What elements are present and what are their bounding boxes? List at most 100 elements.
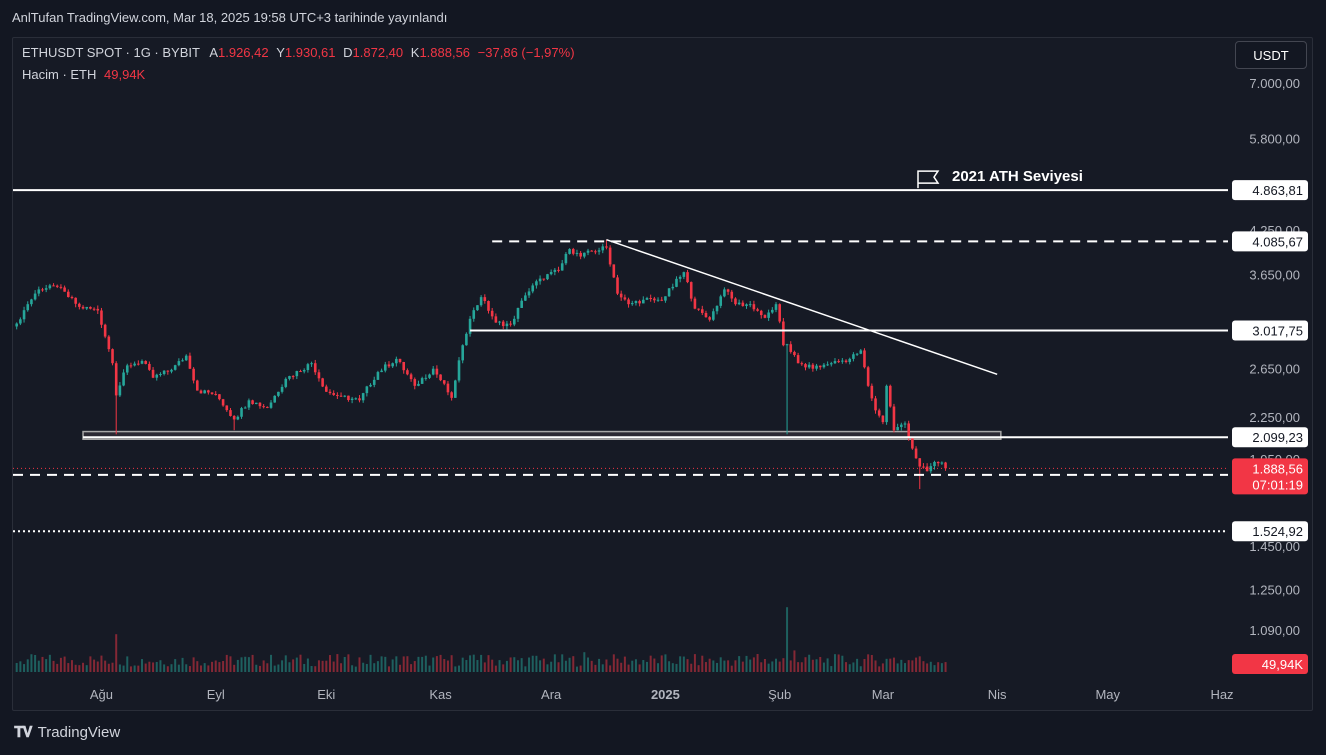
volume-bar [804, 657, 807, 672]
candle-body [634, 301, 638, 304]
candle-body [748, 304, 752, 306]
volume-bar [727, 660, 730, 672]
volume-bar [435, 656, 438, 672]
candle-body [288, 376, 291, 379]
candle-body [339, 395, 343, 397]
candle-body [752, 304, 756, 310]
candle-body [800, 363, 804, 365]
volume-bar [395, 656, 398, 672]
volume-bar [889, 658, 892, 672]
candle-body [848, 358, 852, 363]
ath-annotation[interactable]: 2021 ATH Seviyesi [952, 168, 1083, 185]
volume-value-label-bg [1232, 654, 1308, 674]
candle-body [479, 297, 483, 306]
x-tick-label: Kas [429, 687, 452, 702]
candle-body [841, 360, 844, 362]
volume-bar [391, 659, 394, 672]
y-tick-label: 1.250,00 [1249, 583, 1300, 598]
candle-body [431, 368, 435, 375]
volume-bar [56, 663, 59, 672]
candle-body [336, 394, 339, 396]
candle-body [465, 333, 468, 346]
volume-bar [734, 660, 737, 672]
volume-bar [763, 658, 766, 672]
x-tick-label: Ağu [90, 687, 113, 702]
trendline[interactable] [606, 238, 998, 376]
candle-body [454, 380, 457, 398]
volume-bar [553, 654, 556, 672]
symbol-label[interactable]: ETHUSDT SPOT · 1G · BYBIT [22, 45, 200, 60]
candle-body [122, 372, 125, 386]
close-label: K [410, 45, 420, 60]
volume-bar [34, 655, 37, 672]
candle-body [822, 364, 826, 368]
volume-bar [247, 657, 250, 672]
candle-body [903, 423, 907, 425]
candle-body [940, 462, 944, 464]
candle-body [280, 386, 284, 392]
volume-bar [314, 666, 317, 672]
volume-bar [542, 658, 545, 672]
volume-bar [800, 662, 803, 672]
last-price-label: 1.888,56 [1252, 461, 1303, 476]
candle-body [269, 402, 273, 408]
volume-bar [303, 663, 306, 672]
volume-bar [918, 656, 921, 672]
candle-body [310, 363, 313, 365]
chart-panel[interactable] [12, 37, 1313, 711]
candle-body [325, 386, 328, 392]
volume-bar [929, 661, 932, 672]
candle-body [715, 305, 719, 312]
volume-bar [505, 660, 508, 672]
volume-bar [299, 654, 302, 672]
volume-bar [657, 663, 660, 672]
level-price-label: 4.085,67 [1252, 234, 1303, 249]
volume-bar [277, 664, 280, 672]
volume-bar [653, 658, 656, 672]
candle-body [361, 393, 365, 401]
volume-legend-label[interactable]: Hacim · ETH [22, 67, 97, 82]
x-tick-label: Eki [317, 687, 335, 702]
candle-body [457, 360, 461, 381]
candle-body [236, 416, 240, 420]
candle-body [516, 307, 520, 319]
countdown-label: 07:01:19 [1252, 477, 1303, 492]
volume-bar [771, 661, 774, 672]
candle-body [55, 285, 59, 287]
volume-bar [23, 664, 26, 672]
candle-body [266, 406, 269, 408]
volume-bar [332, 661, 335, 672]
candle-body [343, 395, 347, 397]
candle-body [317, 372, 321, 379]
x-tick-label: Haz [1210, 687, 1233, 702]
level-price-label: 4.863,81 [1252, 183, 1303, 198]
volume-bar [682, 656, 685, 672]
footer-brand[interactable]: 𝐓𝐕 TradingView [14, 724, 120, 741]
volume-bar [915, 657, 918, 672]
volume-bar [561, 654, 564, 672]
y-tick-label: 3.650,00 [1249, 268, 1300, 283]
volume-bar [612, 654, 615, 672]
candle-body [33, 293, 37, 300]
volume-legend: Hacim · ETH 49,94K [22, 67, 145, 82]
candle-body [697, 308, 700, 310]
volume-bar [881, 663, 884, 672]
volume-bar [819, 656, 822, 672]
level-price-label-bg [1232, 521, 1308, 542]
volume-bar [321, 660, 324, 672]
volume-bar [159, 660, 162, 672]
volume-bar [273, 665, 276, 672]
volume-bar [535, 655, 538, 672]
candle-body [583, 252, 586, 257]
volume-bar [199, 665, 202, 672]
candle-body [41, 289, 44, 291]
candle-body [383, 364, 387, 371]
volume-bar [550, 661, 553, 672]
volume-bar [900, 659, 903, 672]
volume-bar [483, 662, 486, 672]
volume-bar [82, 662, 85, 672]
candle-body [700, 309, 704, 313]
currency-button[interactable]: USDT [1235, 41, 1307, 69]
candle-body [30, 299, 33, 305]
